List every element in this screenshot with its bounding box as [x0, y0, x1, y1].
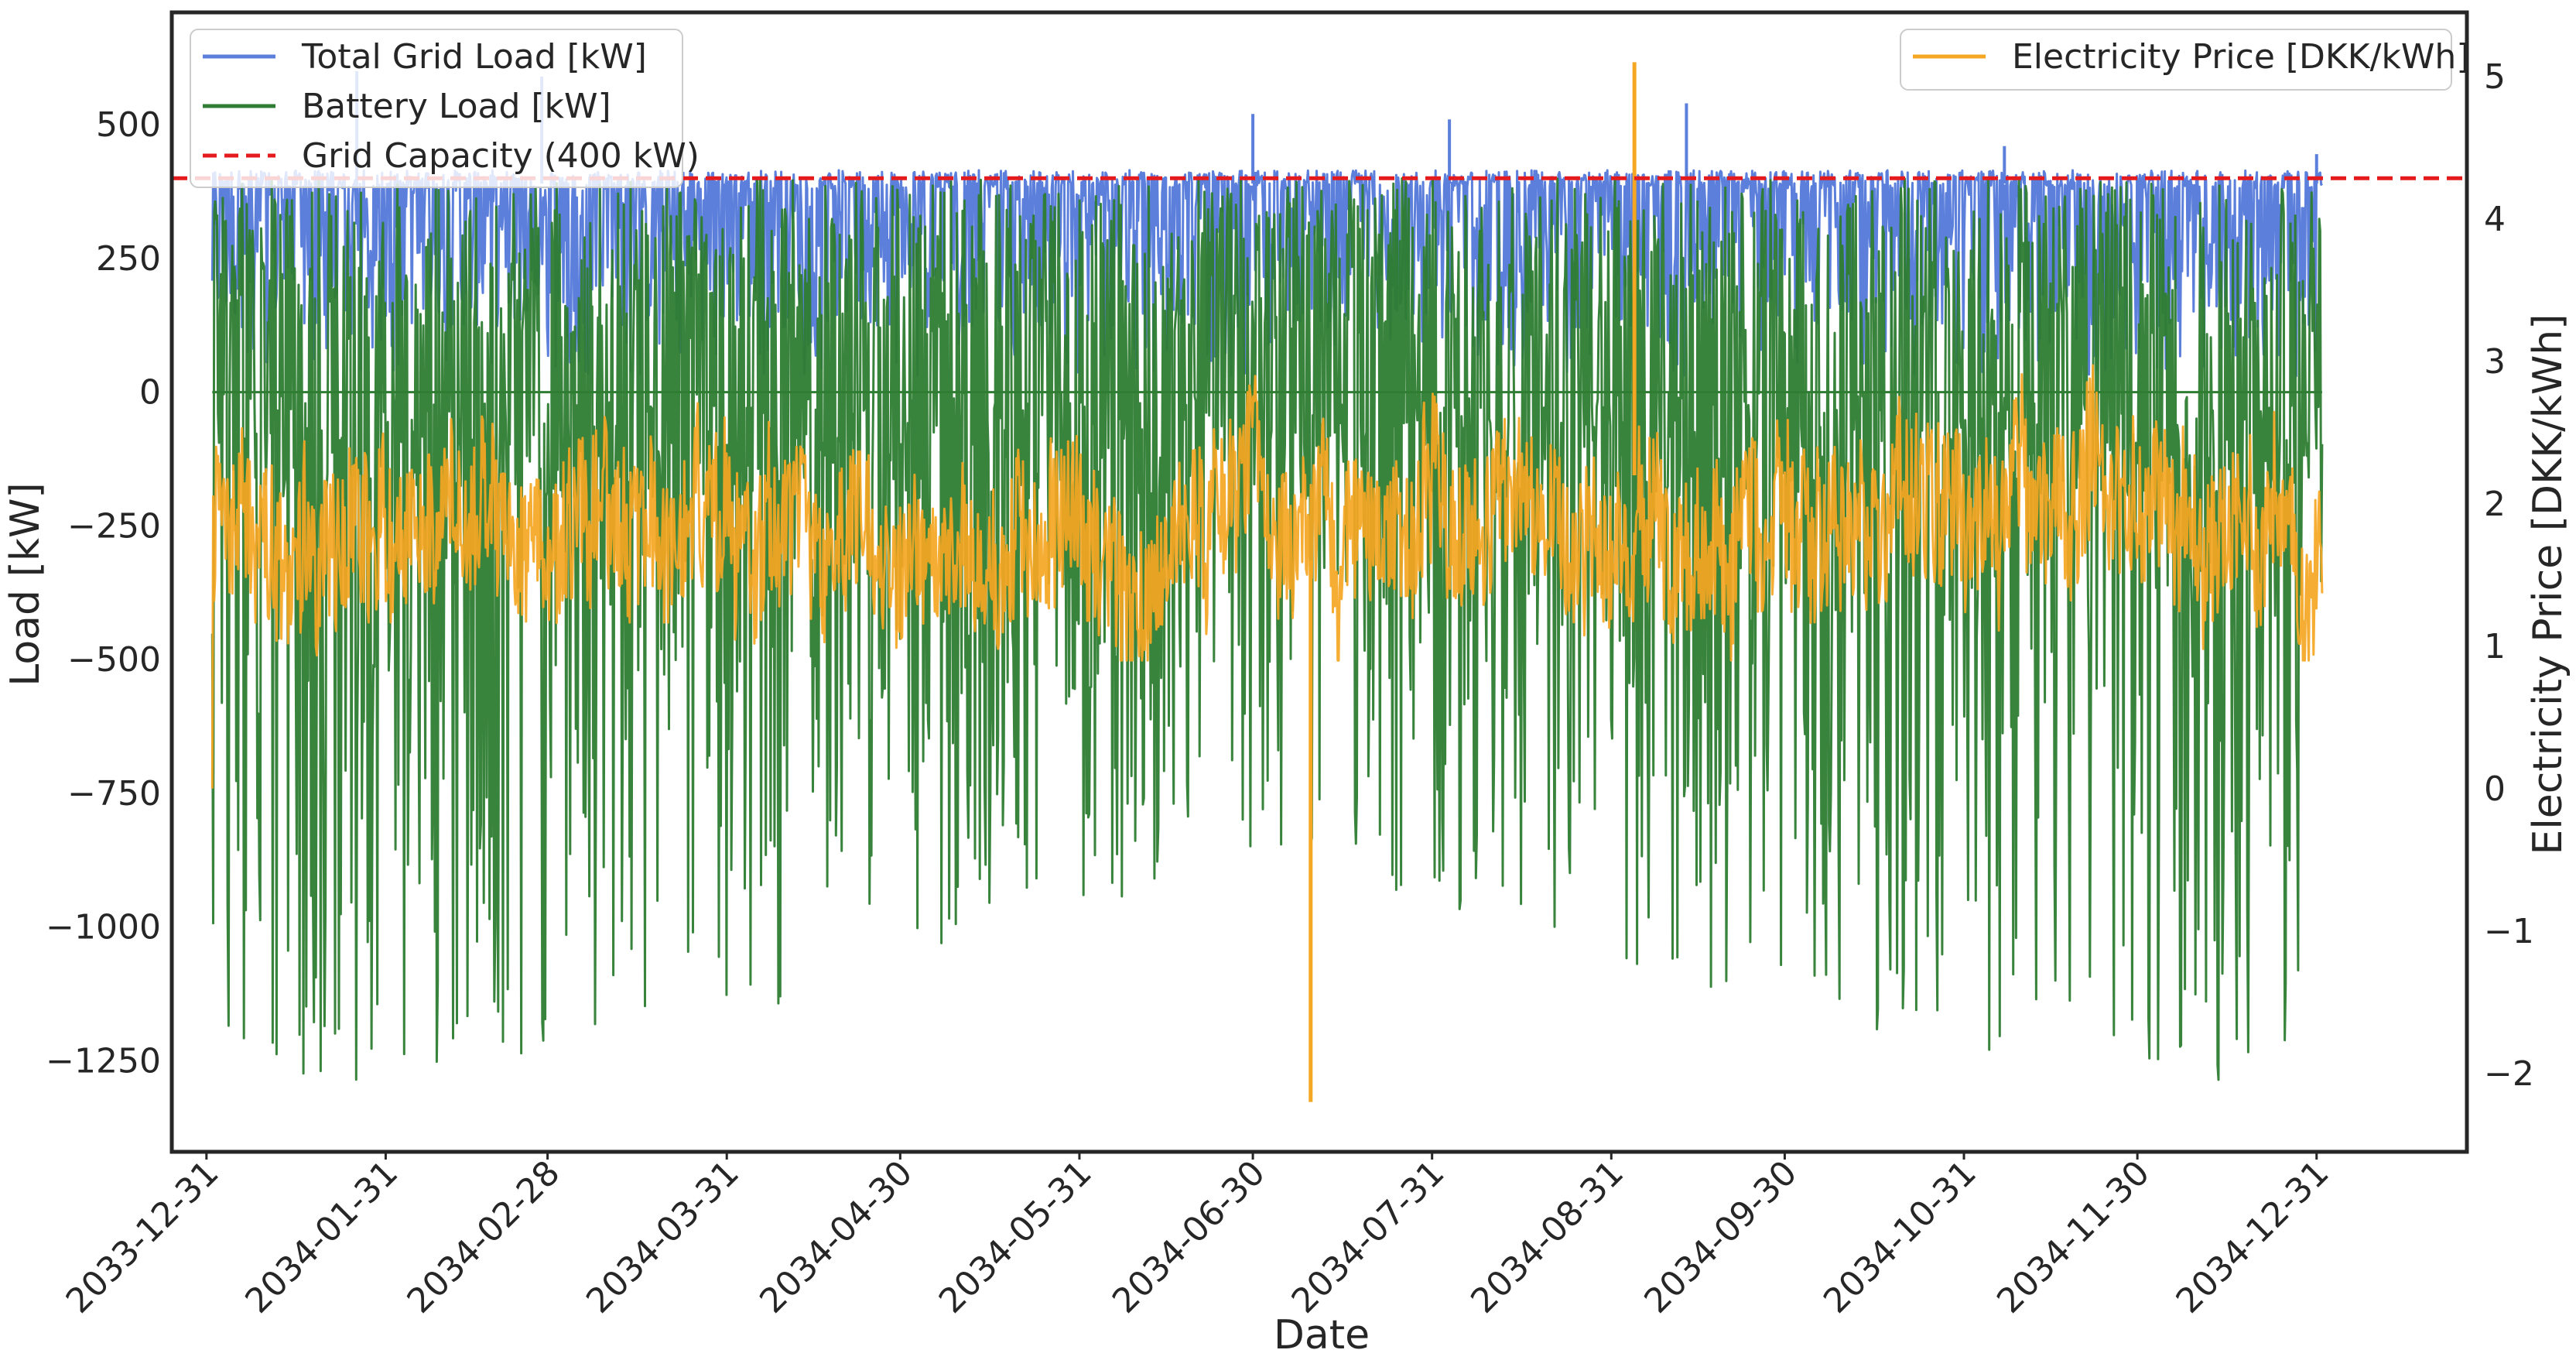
y-tick-label: 0 — [139, 373, 161, 413]
y-tick-label: −750 — [67, 774, 161, 814]
y-tick-label: −500 — [67, 640, 161, 680]
legend-left: Total Grid Load [kW] Battery Load [kW] G… — [190, 29, 700, 188]
y2-axis-title: Electricity Price [DKK/kWh] — [2525, 313, 2571, 855]
price-line — [210, 364, 2324, 789]
y2-tick-label: 0 — [2484, 769, 2506, 809]
y-tick-label: 250 — [96, 239, 161, 279]
y2-tick-label: 2 — [2484, 485, 2506, 524]
x-axis-title: Date — [1274, 1312, 1370, 1358]
y-tick-label: −1250 — [46, 1042, 161, 1081]
y2-tick-label: 4 — [2484, 200, 2506, 239]
y-axis-title: Load [kW] — [2, 482, 49, 686]
y2-tick-label: 3 — [2484, 342, 2506, 382]
y2-tick-label: 5 — [2484, 57, 2506, 97]
legend-price-label: Electricity Price [DKK/kWh] — [2012, 37, 2470, 77]
y-tick-label: −1000 — [46, 908, 161, 947]
legend-right: Electricity Price [DKK/kWh] — [1900, 29, 2470, 91]
y-tick-label: 500 — [96, 105, 161, 145]
legend-grid-load-label: Total Grid Load [kW] — [301, 37, 647, 77]
y-tick-label: −250 — [67, 506, 161, 546]
y2-tick-label: 1 — [2484, 627, 2506, 666]
legend-left-box — [190, 29, 683, 188]
legend-right-box — [1900, 29, 2452, 91]
legend-battery-label: Battery Load [kW] — [302, 87, 611, 126]
legend-capacity-label: Grid Capacity (400 kW) — [302, 136, 700, 176]
plot-frame — [169, 10, 2469, 1154]
y2-tick-label: −2 — [2484, 1054, 2534, 1094]
y2-tick-label: −1 — [2484, 912, 2534, 951]
